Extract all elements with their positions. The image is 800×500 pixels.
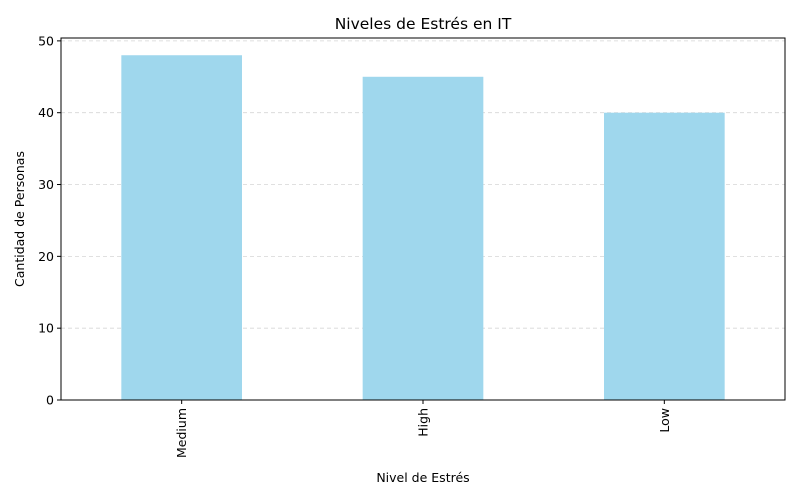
y-tick-label: 40 xyxy=(38,105,54,120)
y-tick-label: 0 xyxy=(46,393,54,408)
bar-low xyxy=(604,112,725,400)
y-tick-label: 10 xyxy=(38,321,54,336)
y-tick-label: 20 xyxy=(38,249,54,264)
y-tick-label: 30 xyxy=(38,177,54,192)
x-tick-label: High xyxy=(416,408,431,437)
bar-high xyxy=(362,76,484,401)
x-tick-label: Low xyxy=(657,408,672,433)
bars xyxy=(121,55,725,401)
y-axis-ticks: 0 10 20 30 40 50 xyxy=(38,33,61,408)
y-tick-label: 50 xyxy=(38,33,54,48)
chart-title: Niveles de Estrés en IT xyxy=(335,15,512,33)
x-axis-label: Nivel de Estrés xyxy=(376,470,469,485)
y-axis-label: Cantidad de Personas xyxy=(12,151,27,287)
x-tick-label: Medium xyxy=(174,408,189,458)
bar-medium xyxy=(121,55,242,400)
x-axis-ticks: Medium High Low xyxy=(174,400,672,458)
